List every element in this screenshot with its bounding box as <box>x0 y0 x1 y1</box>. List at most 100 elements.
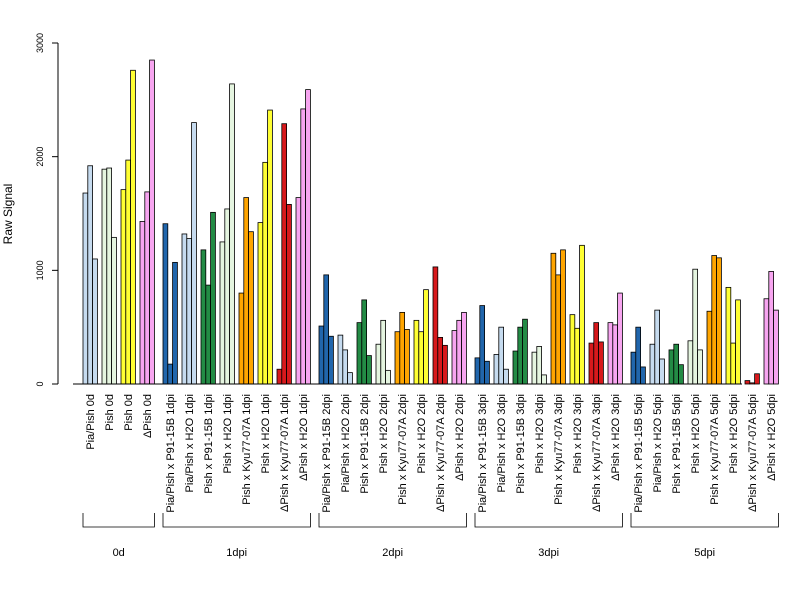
bar <box>692 268 698 385</box>
bar <box>569 314 576 385</box>
bar <box>413 319 420 385</box>
bar <box>725 286 732 385</box>
x-tick-label: Pish x Kyu77-07A 2dpi <box>397 394 409 505</box>
bar <box>768 271 774 385</box>
x-tick-label: Pia/Pish x P91-15B 5dpi <box>633 394 645 513</box>
bar <box>461 311 467 385</box>
bar <box>640 366 646 385</box>
bar <box>130 69 136 385</box>
bar <box>323 274 329 385</box>
bar <box>560 249 566 385</box>
bar <box>735 299 741 385</box>
bar <box>111 236 117 385</box>
bar <box>366 355 372 385</box>
bar <box>82 192 89 385</box>
bar <box>536 346 542 385</box>
bar <box>456 319 462 385</box>
x-tick-label: Pish x H2O 1dpi <box>222 394 234 473</box>
y-tick-label: 0 <box>35 381 45 386</box>
bar <box>512 350 519 385</box>
x-tick-label: Pia/Pish x H2O 3dpi <box>496 394 508 492</box>
x-tick-label: ΔPish x H2O 5dpi <box>766 394 778 481</box>
bar <box>356 322 363 385</box>
bar <box>517 326 523 385</box>
bar <box>418 331 424 385</box>
bar <box>120 189 127 385</box>
x-tick-label: Pish x H2O 5dpi <box>690 394 702 473</box>
x-tick-label: Pish 0d <box>123 394 135 431</box>
x-tick-label: Pia/Pish x P91-15B 1dpi <box>165 394 177 513</box>
x-tick-label: Pia/Pish 0d <box>85 394 97 450</box>
x-tick-label: Pia/Pish x H2O 2dpi <box>340 394 352 492</box>
bar <box>257 222 264 385</box>
bar <box>394 331 401 385</box>
bar <box>229 83 235 385</box>
x-tick-label: ΔPish 0d <box>142 394 154 438</box>
group-label: 2dpi <box>382 547 403 559</box>
bar <box>92 258 98 385</box>
x-tick-label: Pish 0d <box>104 394 116 431</box>
bar <box>744 380 751 385</box>
y-tick-label: 1000 <box>35 260 45 280</box>
x-tick-label: Pia/Pish x H2O 5dpi <box>652 394 664 492</box>
bar <box>749 382 755 385</box>
bar <box>503 368 509 385</box>
bar <box>763 298 770 385</box>
bar <box>318 325 325 385</box>
x-tick-label: Pia/Pish x P91-15B 3dpi <box>477 394 489 513</box>
bar <box>635 326 641 385</box>
x-tick-label: Pish x P91-15B 2dpi <box>359 394 371 494</box>
bars <box>73 59 779 385</box>
y-axis-label: Raw Signal <box>1 184 15 245</box>
bar <box>300 108 306 385</box>
bar <box>276 368 283 385</box>
bar <box>295 197 302 385</box>
group-bracket <box>162 513 311 528</box>
bar <box>442 344 448 385</box>
bar <box>404 329 410 385</box>
group-bracket <box>630 513 779 528</box>
bar <box>541 374 547 385</box>
group-label: 5dpi <box>694 547 715 559</box>
bar <box>347 372 353 385</box>
y-tick-label: 2000 <box>35 147 45 167</box>
x-tick-label: Pish x P91-15B 5dpi <box>671 394 683 494</box>
bar <box>375 343 382 385</box>
group-label: 1dpi <box>226 547 247 559</box>
bar <box>286 204 292 385</box>
bar <box>531 351 538 385</box>
bar <box>144 191 151 385</box>
x-tick-label: Pia/Pish x H2O 1dpi <box>184 394 196 492</box>
bar <box>555 274 561 385</box>
bar <box>451 330 458 385</box>
bar <box>673 343 679 385</box>
x-tick-label: Pish x P91-15B 1dpi <box>203 394 215 494</box>
x-tick-label: Pish x H2O 3dpi <box>572 394 584 473</box>
bar <box>87 165 94 385</box>
y-axis: 0 1000 2000 3000 <box>35 33 59 387</box>
bar <box>773 309 779 385</box>
x-tick-label: Pish x H2O 3dpi <box>534 394 546 473</box>
bar <box>101 168 108 385</box>
bar <box>337 334 344 385</box>
bar <box>493 354 500 385</box>
bar <box>186 238 193 385</box>
bar <box>588 342 595 385</box>
bar <box>522 318 528 385</box>
bar <box>498 326 504 385</box>
x-tick-label: ΔPish x Kyu77-07A 1dpi <box>279 394 291 512</box>
bar <box>607 322 614 385</box>
bar <box>437 336 443 385</box>
x-tick-label: ΔPish x H2O 3dpi <box>610 394 622 481</box>
bar <box>550 252 557 385</box>
bar <box>162 223 169 385</box>
bar <box>243 197 250 385</box>
x-tick-label: ΔPish x H2O 1dpi <box>298 394 310 481</box>
bar <box>262 161 268 385</box>
bar <box>654 309 660 385</box>
bar <box>149 59 155 385</box>
bar <box>432 266 439 385</box>
bar <box>328 335 334 385</box>
x-tick-label: ΔPish x Kyu77-07A 5dpi <box>747 394 759 512</box>
